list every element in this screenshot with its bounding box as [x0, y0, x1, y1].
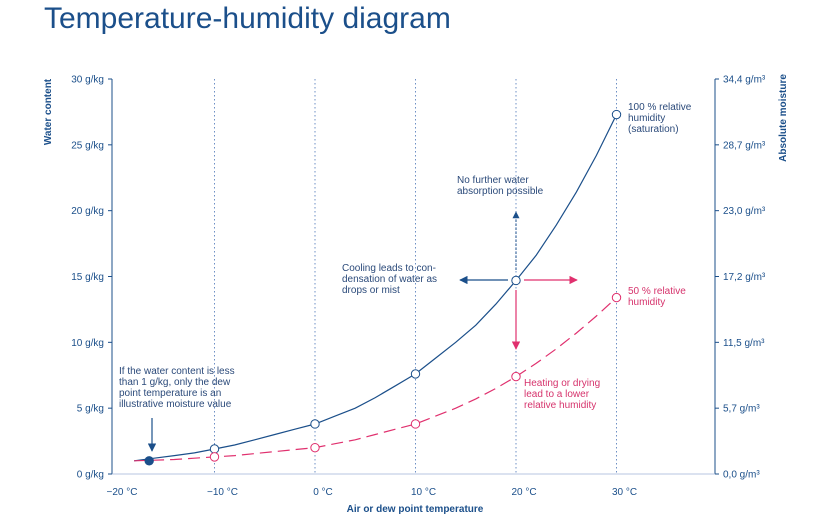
y2-tick-label: 17,2 g/m³ — [723, 272, 766, 283]
x-axis-label: Air or dew point temperature — [347, 504, 484, 515]
y-tick-label: 30 g/kg — [71, 75, 104, 86]
axes: 0 g/kg 5 g/kg 10 g/kg 15 g/kg 20 g/kg 25 g/kg… — [43, 74, 789, 515]
series — [134, 109, 622, 466]
y-axis-label: Water content — [43, 78, 54, 145]
series-marker-0 — [611, 109, 622, 120]
y-tick-label: 15 g/kg — [71, 272, 104, 283]
series-marker-1 — [511, 371, 521, 382]
y2-tick-label: 11,5 g/m³ — [723, 338, 765, 349]
annotations: 100 % relative humidity (saturation) 50 … — [119, 102, 694, 411]
series-marker-1 — [209, 452, 220, 462]
y-tick-label: 25 g/kg — [71, 140, 104, 151]
annotation-half: 50 % relative humidity — [628, 286, 689, 308]
y-tick-label: 0 g/kg — [77, 470, 104, 481]
annotation-low-water: If the water content is less than 1 g/kg… — [119, 366, 237, 410]
x-tick-label: 20 °C — [511, 487, 536, 498]
arrows — [147, 211, 578, 452]
series-marker-0 — [310, 419, 320, 429]
series-marker-1 — [310, 442, 320, 453]
y-tick-label: 20 g/kg — [71, 206, 104, 217]
x-tick-label: 30 °C — [612, 487, 637, 498]
y-tick-label: 10 g/kg — [71, 338, 104, 349]
x-tick-label: 0 °C — [313, 487, 333, 498]
series-marker-0 — [511, 275, 521, 286]
series-marker-1 — [611, 292, 622, 303]
y2-tick-label: 34,4 g/m³ — [723, 75, 766, 86]
y2-tick-label: 23,0 g/m³ — [723, 206, 766, 217]
page-title: Temperature-humidity diagram — [44, 2, 451, 35]
series-marker-0 — [410, 369, 421, 379]
y-tick-label: 5 g/kg — [77, 404, 104, 415]
series-marker-1 — [410, 419, 421, 429]
x-tick-label: −20 °C — [107, 487, 138, 498]
x-tick-label: −10 °C — [207, 487, 238, 498]
annotation-cooling: Cooling leads to con- densation of water… — [342, 263, 440, 296]
x-tick-label: 10 °C — [411, 487, 436, 498]
series-marker-0 — [209, 444, 220, 454]
annotation-saturation: 100 % relative humidity (saturation) — [628, 102, 694, 135]
annotation-heating: Heating or drying lead to a lower relati… — [524, 378, 603, 411]
y2-tick-label: 0,0 g/m³ — [723, 470, 760, 481]
y2-axis-label: Absolute moisture — [778, 74, 789, 162]
y2-tick-label: 5,7 g/m³ — [723, 404, 760, 415]
y2-tick-label: 28,7 g/m³ — [723, 140, 766, 151]
annotation-no-absorption: No further water absorption possible — [457, 175, 544, 197]
start-point — [144, 456, 154, 466]
